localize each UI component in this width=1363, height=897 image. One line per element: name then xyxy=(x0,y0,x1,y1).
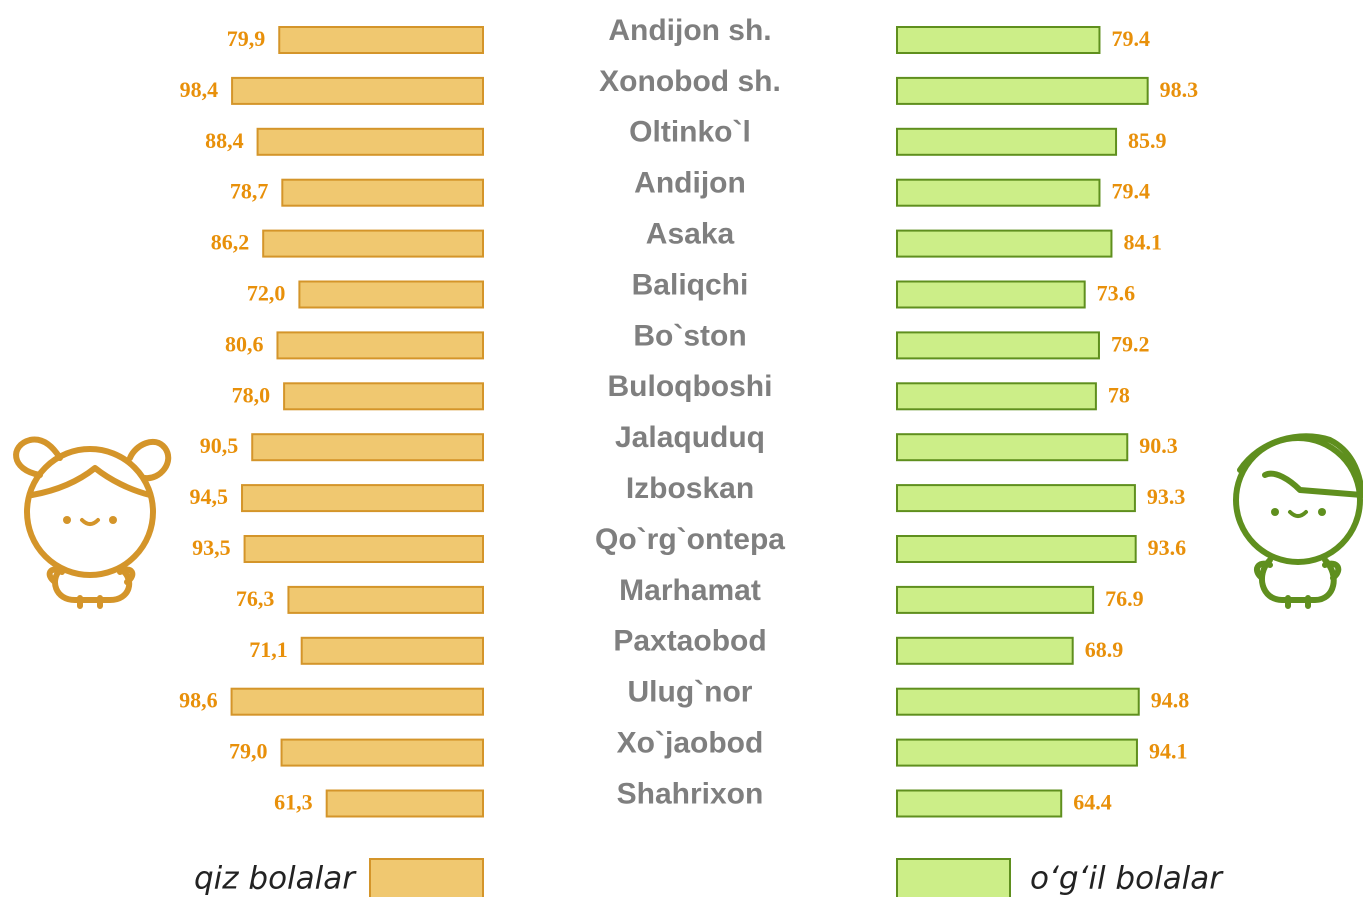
value-label: 79,9 xyxy=(227,26,266,51)
value-label: 79.4 xyxy=(1111,179,1150,204)
bar xyxy=(243,535,484,563)
bar xyxy=(896,433,1129,462)
legend-swatch xyxy=(896,858,1011,897)
category-label: Ulug`nor xyxy=(628,676,753,709)
value-label: 61,3 xyxy=(274,790,313,815)
value-label: 98,6 xyxy=(179,688,218,713)
value-label: 80,6 xyxy=(225,331,264,356)
category-label: Baliqchi xyxy=(632,268,749,301)
boy-face xyxy=(1271,508,1326,516)
bar xyxy=(241,484,484,513)
bar xyxy=(896,229,1113,258)
value-label: 84.1 xyxy=(1123,230,1162,255)
category-label: Oltinko`l xyxy=(629,116,751,149)
boy-icon xyxy=(1233,433,1363,609)
value-label: 94,5 xyxy=(190,484,229,509)
category-label: Marhamat xyxy=(619,574,761,607)
value-label: 90.3 xyxy=(1139,433,1178,458)
bar xyxy=(298,280,484,309)
bar xyxy=(896,280,1086,309)
value-label: 68.9 xyxy=(1085,637,1124,662)
value-label: 78 xyxy=(1108,382,1130,407)
category-label: Bo`ston xyxy=(633,319,746,352)
value-label: 86,2 xyxy=(211,230,250,255)
category-label: Qo`rg`ontepa xyxy=(595,523,785,556)
value-label: 79,0 xyxy=(229,739,268,764)
value-label: 98.3 xyxy=(1160,77,1199,102)
bar xyxy=(278,26,484,54)
bar xyxy=(896,484,1136,513)
value-label: 79.4 xyxy=(1111,26,1150,51)
bar xyxy=(276,331,484,360)
value-label: 76.9 xyxy=(1105,586,1144,611)
value-label: 98,4 xyxy=(180,77,219,102)
bar xyxy=(896,76,1149,105)
value-label: 93,5 xyxy=(192,535,231,560)
bar xyxy=(231,76,484,105)
girl-icon xyxy=(13,436,172,609)
bar xyxy=(896,585,1095,614)
boy-smile xyxy=(1288,510,1308,518)
bar xyxy=(251,433,484,462)
bar xyxy=(283,382,484,411)
value-label: 78,7 xyxy=(230,179,269,204)
category-label: Xonobod sh. xyxy=(599,65,781,98)
bar xyxy=(896,331,1100,360)
legend-swatch xyxy=(369,858,484,897)
category-label: Buloqboshi xyxy=(608,370,773,403)
bar xyxy=(896,789,1063,818)
category-label: Shahrixon xyxy=(617,777,764,810)
category-label: Izboskan xyxy=(626,472,754,505)
category-label: Andijon xyxy=(634,167,746,200)
category-label: Andijon sh. xyxy=(608,14,771,47)
girl-smile xyxy=(80,518,100,526)
bar xyxy=(230,687,484,716)
category-label: Jalaquduq xyxy=(615,421,765,454)
value-label: 64.4 xyxy=(1073,790,1112,815)
bar xyxy=(896,535,1137,563)
bar xyxy=(280,738,484,767)
value-label: 94.1 xyxy=(1149,739,1188,764)
value-label: 93.3 xyxy=(1147,484,1186,509)
bar xyxy=(896,687,1140,716)
bar xyxy=(896,738,1138,767)
value-label: 88,4 xyxy=(205,128,244,153)
bar xyxy=(896,382,1097,411)
value-label: 71,1 xyxy=(249,637,288,662)
bar xyxy=(256,127,484,156)
bar xyxy=(896,636,1074,665)
bar xyxy=(325,789,484,818)
category-label: Paxtaobod xyxy=(613,625,766,658)
value-label: 78,0 xyxy=(232,382,271,407)
value-label: 72,0 xyxy=(247,281,286,306)
bar xyxy=(287,585,484,614)
value-label: 93.6 xyxy=(1148,535,1187,560)
value-label: 94.8 xyxy=(1151,688,1190,713)
value-label: 76,3 xyxy=(236,586,275,611)
bar xyxy=(896,26,1101,54)
category-label: Asaka xyxy=(646,218,735,251)
value-label: 90,5 xyxy=(200,433,239,458)
value-label: 73.6 xyxy=(1097,281,1136,306)
bar xyxy=(262,229,484,258)
bar xyxy=(896,127,1118,156)
bar xyxy=(896,178,1101,207)
legend-label: qiz bolalar xyxy=(194,861,357,897)
legend-label: o‘g‘il bolalar xyxy=(1030,861,1224,897)
value-label: 85.9 xyxy=(1128,128,1167,153)
bar xyxy=(300,636,484,665)
value-label: 79.2 xyxy=(1111,331,1150,356)
girl-face xyxy=(63,516,117,524)
bar xyxy=(281,178,484,207)
category-label: Xo`jaobod xyxy=(617,727,764,760)
